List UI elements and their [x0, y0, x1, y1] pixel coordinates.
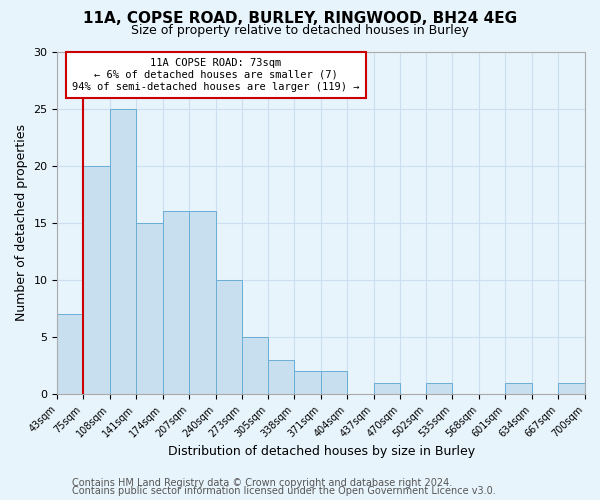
Bar [58, 314, 83, 394]
Bar [559, 383, 585, 394]
Bar [374, 383, 400, 394]
Bar [321, 372, 347, 394]
Y-axis label: Number of detached properties: Number of detached properties [15, 124, 28, 322]
Bar [215, 280, 242, 394]
Text: 11A, COPSE ROAD, BURLEY, RINGWOOD, BH24 4EG: 11A, COPSE ROAD, BURLEY, RINGWOOD, BH24 … [83, 11, 517, 26]
Bar [505, 383, 532, 394]
Bar [294, 372, 321, 394]
Bar [426, 383, 452, 394]
Text: Contains public sector information licensed under the Open Government Licence v3: Contains public sector information licen… [72, 486, 496, 496]
Bar [163, 212, 189, 394]
Text: 11A COPSE ROAD: 73sqm
← 6% of detached houses are smaller (7)
94% of semi-detach: 11A COPSE ROAD: 73sqm ← 6% of detached h… [72, 58, 359, 92]
Bar [136, 223, 163, 394]
X-axis label: Distribution of detached houses by size in Burley: Distribution of detached houses by size … [167, 444, 475, 458]
Bar [110, 108, 136, 395]
Bar [268, 360, 294, 394]
Bar [242, 337, 268, 394]
Text: Size of property relative to detached houses in Burley: Size of property relative to detached ho… [131, 24, 469, 37]
Bar [189, 212, 215, 394]
Text: Contains HM Land Registry data © Crown copyright and database right 2024.: Contains HM Land Registry data © Crown c… [72, 478, 452, 488]
Bar [83, 166, 110, 394]
